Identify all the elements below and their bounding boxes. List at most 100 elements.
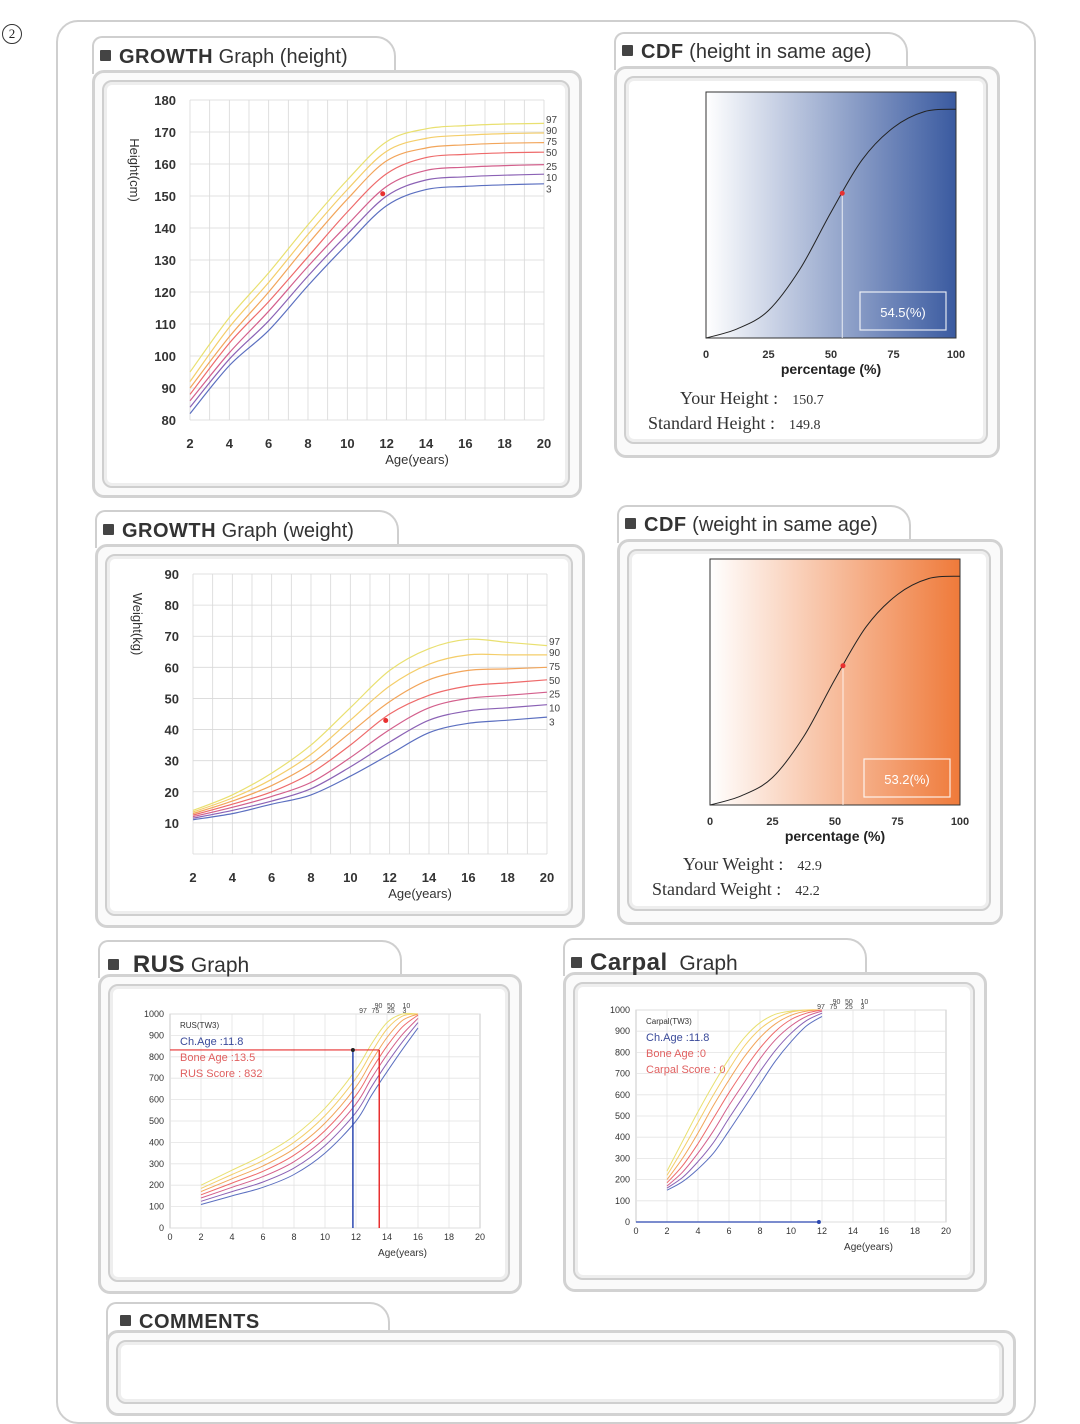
y-tick-label: 500: [149, 1116, 164, 1126]
y-tick-label: 90: [162, 381, 176, 396]
bullet-icon: [120, 1315, 131, 1327]
percentile-line-90: [666, 1009, 823, 1176]
percentile-line-75: [192, 666, 548, 815]
ch-age-text: Ch.Age :11.8: [646, 1032, 709, 1044]
y-tick-label: 90: [165, 567, 179, 582]
percentile-label: 25: [546, 162, 558, 173]
y-tick-label: 800: [149, 1052, 164, 1062]
percentile-line-10: [189, 173, 545, 408]
percentile-line-25: [666, 1010, 823, 1187]
x-tick-label: 18: [444, 1232, 454, 1242]
y-tick-label: 80: [165, 598, 179, 613]
rus-title: RUS Graph: [108, 951, 249, 979]
x-tick-label: 4: [229, 870, 237, 885]
x-tick-label: 16: [458, 436, 472, 451]
carpal-title: Carpal Graph: [571, 949, 738, 977]
percentile-line-97: [192, 638, 548, 811]
x-axis-label: Age(years): [844, 1242, 893, 1253]
percentile-label: 97: [549, 637, 561, 648]
y-tick-label: 160: [154, 157, 176, 172]
bullet-icon: [571, 956, 582, 968]
percentile-line-50: [189, 151, 545, 395]
measurement-point: [350, 1047, 355, 1052]
percentile-line-90: [192, 653, 547, 813]
bullet-icon: [625, 518, 636, 530]
standard-weight-row: Standard Weight : 42.2: [652, 879, 820, 900]
percentile-label: 25: [549, 690, 561, 701]
x-axis-label: Age(years): [378, 1248, 427, 1259]
x-tick-label: 14: [419, 436, 434, 451]
measurement-point: [380, 191, 386, 197]
y-tick-label: 600: [615, 1090, 630, 1100]
percentile-line-10: [200, 1022, 419, 1202]
percentile-label: 3: [549, 718, 555, 729]
x-tick-label: 14: [422, 870, 437, 885]
cdf-curve: [705, 108, 957, 339]
y-tick-label: 100: [615, 1196, 630, 1206]
x-tick-label: 25: [762, 349, 774, 361]
x-tick-label: 6: [726, 1226, 731, 1236]
cdf-plot-area: [709, 558, 961, 806]
height-growth-title: GROWTH Graph (height): [100, 46, 348, 69]
x-tick-label: 16: [413, 1232, 423, 1242]
percentile-line-75: [200, 1013, 419, 1193]
height-cdf-chart: 54.5(%) 0 25 50 75 100 percentage (%): [703, 91, 965, 377]
x-tick-label: 10: [343, 870, 357, 885]
x-axis-label: percentage (%): [785, 828, 885, 844]
y-tick-label: 170: [154, 125, 176, 140]
percentile-line-97: [189, 122, 545, 373]
percentile-label: 50: [387, 1003, 395, 1010]
y-tick-label: 110: [155, 317, 176, 332]
y-tick-label: 900: [149, 1030, 164, 1040]
x-tick-label: 0: [633, 1226, 638, 1236]
percentile-label: 50: [549, 676, 561, 687]
x-tick-label: 18: [500, 870, 514, 885]
y-tick-label: 30: [165, 754, 179, 769]
percentile-label: 10: [861, 999, 869, 1006]
percentile-label: 90: [833, 999, 841, 1006]
ch-age-text: Ch.Age :11.8: [180, 1036, 243, 1048]
height-cdf-title: CDF (height in same age): [622, 41, 872, 64]
height-growth-tab: [92, 36, 396, 74]
percentile-label: 75: [546, 137, 558, 148]
measurement-point: [383, 718, 389, 724]
title-bold: GROWTH: [119, 46, 214, 68]
weight-growth-tab: [95, 510, 399, 548]
your-height-row: Your Height : 150.7: [680, 388, 824, 409]
chart-title: RUS(TW3): [180, 1021, 219, 1030]
standard-height-value: 149.8: [788, 418, 821, 433]
x-tick-label: 18: [910, 1226, 920, 1236]
cdf-value-box: [863, 758, 951, 798]
title-rest: (height in same age): [689, 41, 872, 63]
percentile-label: 90: [549, 648, 561, 659]
x-tick-label: 4: [695, 1226, 700, 1236]
bullet-icon: [103, 524, 114, 536]
title-rest: Graph (height): [218, 46, 348, 68]
title-bold: Carpal: [590, 949, 668, 976]
y-tick-label: 20: [165, 785, 179, 800]
x-tick-label: 20: [537, 436, 551, 451]
title-bold: RUS: [132, 951, 186, 978]
percentile-label: 10: [403, 1003, 411, 1010]
weight-growth-title: GROWTH Graph (weight): [103, 520, 354, 543]
x-tick-label: 6: [268, 870, 275, 885]
your-height-value: 150.7: [792, 393, 824, 408]
y-tick-label: 100: [154, 349, 176, 364]
percentile-line-90: [189, 132, 545, 382]
percentile-line-25: [189, 164, 545, 402]
x-tick-label: 6: [260, 1232, 265, 1242]
cdf-marker-point: [839, 190, 845, 196]
x-tick-label: 0: [167, 1232, 172, 1242]
y-tick-label: 700: [149, 1073, 164, 1083]
measurement-point: [816, 1220, 821, 1224]
y-tick-label: 40: [165, 723, 179, 738]
chart-title: Carpal(TW3): [646, 1017, 692, 1026]
your-weight-value: 42.9: [797, 859, 822, 874]
title-rest: Graph (weight): [221, 520, 354, 542]
x-tick-label: 12: [817, 1226, 827, 1236]
y-tick-label: 80: [162, 413, 176, 428]
height-cdf-tab: [614, 32, 908, 70]
y-tick-label: 180: [154, 93, 176, 108]
rus-tab: [98, 940, 402, 978]
comments-box[interactable]: [116, 1340, 1004, 1404]
